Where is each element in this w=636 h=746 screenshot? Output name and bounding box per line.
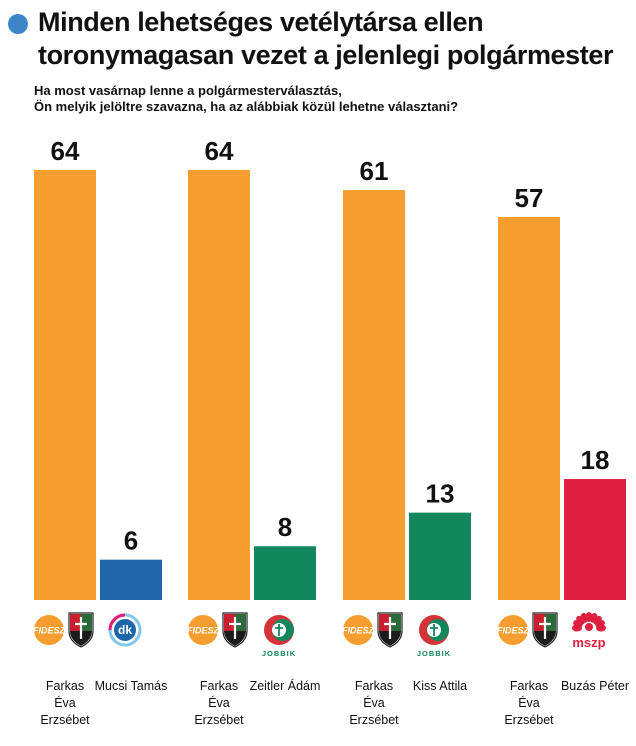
- chart-title-line-2: toronymagasan vezet a jelenlegi polgárme…: [38, 40, 614, 70]
- challenger-name-label: Mucsi Tamás: [94, 679, 168, 693]
- bar-value-label: 64: [51, 136, 80, 166]
- svg-text:FIDESZ: FIDESZ: [33, 626, 66, 636]
- incumbent-bar: [188, 169, 250, 601]
- svg-text:FIDESZ: FIDESZ: [497, 626, 530, 636]
- mszp-logo-icon: mszp: [572, 612, 606, 650]
- chart-title-line-1: Minden lehetséges vetélytársa ellen: [38, 7, 484, 37]
- chart-subtitle: Ha most vasárnap lenne a polgármestervál…: [34, 83, 624, 115]
- challenger-name-label: Buzás Péter: [560, 679, 630, 693]
- bar-value-label: 61: [360, 156, 389, 186]
- city-crest-icon: [68, 612, 94, 648]
- bar-value-label: 57: [515, 183, 544, 213]
- incumbent-bar: [343, 190, 405, 600]
- chart-title: Minden lehetséges vetélytársa ellen toro…: [38, 6, 628, 72]
- svg-text:dk: dk: [118, 623, 132, 637]
- bar-value-label: 6: [124, 526, 138, 556]
- city-crest-icon: [222, 612, 248, 648]
- incumbent-name-label: Farkas Éva Erzsébet: [194, 679, 244, 727]
- fidesz-logo-icon: FIDESZ: [342, 615, 375, 645]
- incumbent-name-label: Farkas Éva Erzsébet: [504, 679, 554, 727]
- title-bullet-dot: [8, 14, 28, 34]
- incumbent-bar: [498, 216, 560, 600]
- jobbik-logo-icon: JOBBIK: [262, 615, 296, 658]
- challenger-bar: [254, 546, 316, 600]
- bar-value-label: 13: [426, 479, 455, 509]
- incumbent-bar: [34, 169, 96, 601]
- fidesz-logo-icon: FIDESZ: [497, 615, 530, 645]
- fidesz-logo-icon: FIDESZ: [187, 615, 220, 645]
- jobbik-logo-icon: JOBBIK: [417, 615, 451, 658]
- bar-value-label: 18: [581, 445, 610, 475]
- challenger-bar: [100, 559, 162, 600]
- incumbent-name-label: Farkas Éva Erzsébet: [349, 679, 399, 727]
- dk-logo-icon: dk: [108, 613, 142, 647]
- fidesz-logo-icon: FIDESZ: [33, 615, 66, 645]
- challenger-name-label: Kiss Attila: [412, 679, 468, 693]
- challenger-name-label: Zeitler Ádám: [249, 679, 321, 693]
- city-crest-icon: [532, 612, 558, 648]
- challenger-bar: [564, 479, 626, 600]
- svg-text:FIDESZ: FIDESZ: [187, 626, 220, 636]
- bar-value-label: 64: [205, 136, 234, 166]
- city-crest-icon: [377, 612, 403, 648]
- svg-text:JOBBIK: JOBBIK: [262, 649, 296, 658]
- chart-subtitle-line-2: Ön melyik jelöltre szavazna, ha az alább…: [34, 99, 459, 114]
- chart-subtitle-line-1: Ha most vasárnap lenne a polgármestervál…: [34, 83, 342, 98]
- incumbent-name-label: Farkas Éva Erzsébet: [40, 679, 90, 727]
- challenger-bar: [409, 512, 471, 600]
- svg-text:FIDESZ: FIDESZ: [342, 626, 375, 636]
- bar-value-label: 8: [278, 512, 292, 542]
- svg-text:mszp: mszp: [572, 635, 605, 650]
- svg-text:JOBBIK: JOBBIK: [417, 649, 451, 658]
